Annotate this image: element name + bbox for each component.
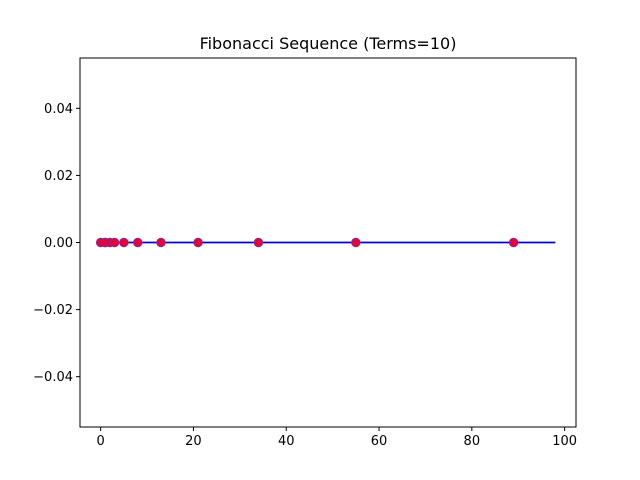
data-point <box>156 237 166 248</box>
y-tick-label: 0.00 <box>44 236 73 251</box>
x-tick-label: 60 <box>371 434 388 449</box>
data-point <box>119 237 129 248</box>
data-point <box>109 237 120 248</box>
x-tick-label: 20 <box>185 434 202 449</box>
data-point <box>351 237 361 248</box>
x-tick-label: 40 <box>278 434 295 449</box>
x-tick-label: 0 <box>97 434 105 449</box>
y-tick-label: 0.04 <box>44 102 73 117</box>
y-tick-label: 0.02 <box>44 169 73 184</box>
chart-title: Fibonacci Sequence (Terms=10) <box>200 34 457 53</box>
x-tick-label: 100 <box>552 434 577 449</box>
plot-area-frame <box>79 57 577 428</box>
data-point <box>508 237 519 248</box>
data-point <box>253 237 264 248</box>
x-tick-label: 80 <box>464 434 481 449</box>
y-tick-label: −0.02 <box>33 303 73 318</box>
data-point <box>133 237 143 248</box>
y-tick-label: −0.04 <box>33 370 73 385</box>
data-point <box>193 237 203 248</box>
